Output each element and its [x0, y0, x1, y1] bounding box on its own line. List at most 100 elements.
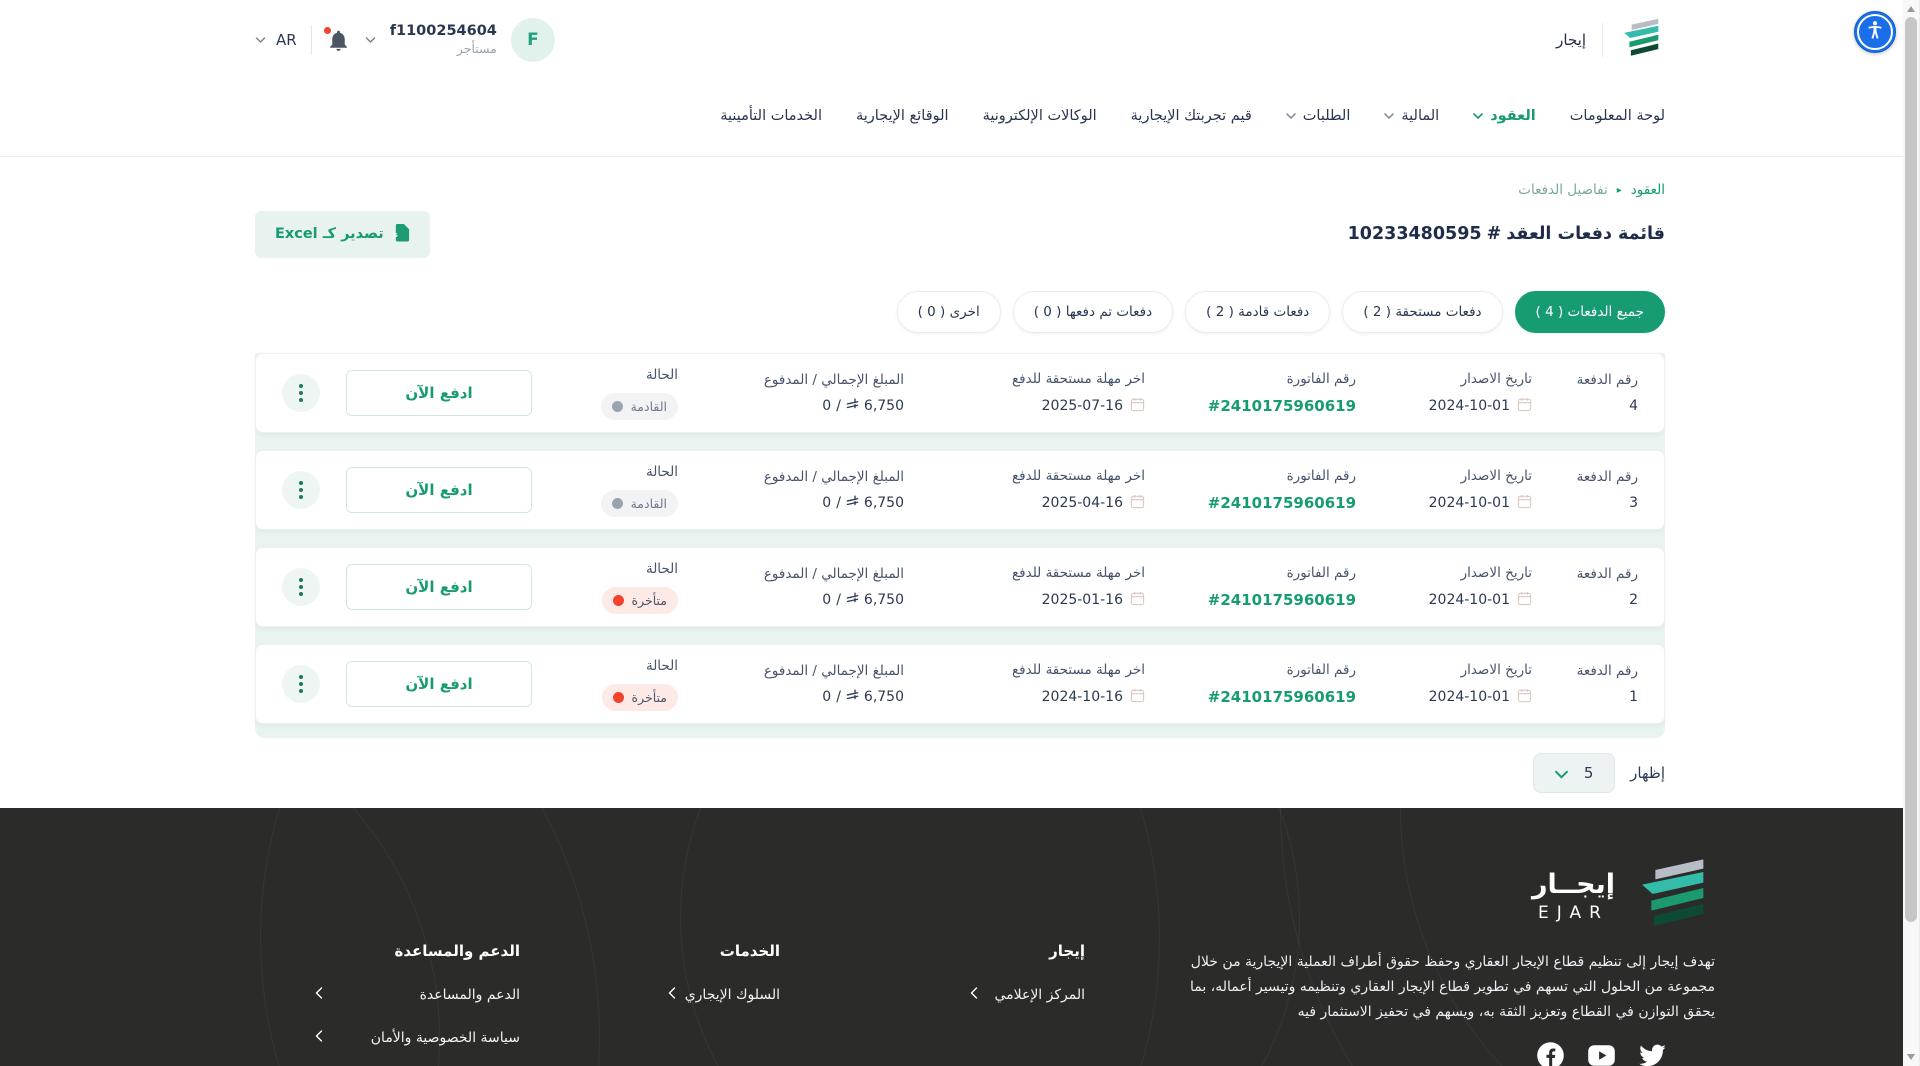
user-id-block[interactable]: f1100254604 مستأجر: [390, 22, 497, 58]
chevron-left-icon: [315, 987, 323, 1003]
scrollbar-down-arrow[interactable]: [1907, 1054, 1915, 1060]
notifications-bell-button[interactable]: [321, 24, 351, 53]
vertical-scrollbar[interactable]: [1903, 0, 1920, 1066]
row-actions-kebab-button[interactable]: [282, 665, 320, 703]
pay-now-button[interactable]: ادفع الآن: [346, 467, 532, 513]
row-actions-kebab-button[interactable]: [282, 374, 320, 412]
calendar-icon: [1130, 494, 1145, 513]
status-badge: القادمة: [600, 489, 678, 517]
payment-row: رقم الدفعة 1 تاريخ الاصدار 2024-10-01 رق…: [255, 644, 1665, 724]
nav-item-dashboard[interactable]: لوحة المعلومات: [1569, 108, 1665, 124]
saudi-riyal-symbol-icon: [846, 591, 859, 609]
chevron-down-icon: [1554, 764, 1568, 783]
nav-item-contracts[interactable]: العقود: [1473, 108, 1536, 124]
invoice-number-link[interactable]: #2410175960619: [1207, 397, 1356, 415]
issue-date-cell: تاريخ الاصدار 2024-10-01: [1428, 467, 1532, 513]
calendar-icon: [1517, 397, 1532, 416]
nav-item-insurance-services[interactable]: الخدمات التأمينية: [720, 108, 822, 124]
row-actions-kebab-button[interactable]: [282, 568, 320, 606]
payments-list: رقم الدفعة 4 تاريخ الاصدار 2024-10-01 رق…: [255, 353, 1665, 738]
social-links: [1160, 1041, 1667, 1066]
filter-due-payments[interactable]: دفعات مستحقة ( 2 ): [1342, 291, 1503, 333]
footer-link-media-center[interactable]: المركز الإعلامي: [970, 987, 1085, 1003]
title-row: قائمة دفعات العقد # 10233480595 XLS تصدي…: [255, 210, 1665, 258]
scrollbar-thumb[interactable]: [1905, 17, 1917, 922]
amount-cell: المبلغ الإجمالي / المدفوع 0 / 6,750: [763, 468, 904, 512]
invoice-number-link[interactable]: #2410175960619: [1207, 494, 1356, 512]
per-page-select[interactable]: 5: [1533, 753, 1616, 793]
issue-date-cell: تاريخ الاصدار 2024-10-01: [1428, 370, 1532, 416]
amount-cell: المبلغ الإجمالي / المدفوع 0 / 6,750: [763, 371, 904, 415]
calendar-icon: [1517, 494, 1532, 513]
status-dot-icon: [611, 400, 623, 412]
twitter-icon[interactable]: [1638, 1041, 1667, 1066]
svg-text:XLS: XLS: [393, 233, 398, 239]
status-cell: الحالة القادمة: [558, 367, 678, 420]
divider: [1602, 23, 1603, 57]
footer-link-privacy-policy[interactable]: سياسة الخصوصية والأمان: [315, 1030, 520, 1046]
pay-now-button[interactable]: ادفع الآن: [346, 564, 532, 610]
status-cell: الحالة متأخرة: [558, 658, 678, 711]
notification-badge: [321, 24, 333, 36]
nav-item-rate-experience[interactable]: قيم تجربتك الإيجارية: [1130, 108, 1252, 124]
youtube-icon[interactable]: [1587, 1041, 1616, 1066]
nav-item-e-agencies[interactable]: الوكالات الإلكترونية: [982, 108, 1097, 124]
chevron-left-icon: [970, 987, 978, 1003]
status-dot-icon: [612, 691, 624, 703]
filter-paid-payments[interactable]: دفعات تم دفعها ( 0 ): [1012, 291, 1174, 333]
invoice-number-link[interactable]: #2410175960619: [1207, 591, 1356, 609]
invoice-number-cell: رقم الفاتورة #2410175960619: [1171, 371, 1356, 415]
language-selector[interactable]: AR: [255, 31, 297, 49]
nav-item-requests[interactable]: الطلبات: [1285, 108, 1350, 124]
excel-file-icon: XLS: [386, 223, 410, 246]
calendar-icon: [1130, 591, 1145, 610]
status-badge: متأخرة: [601, 683, 678, 711]
amount-cell: المبلغ الإجمالي / المدفوع 0 / 6,750: [763, 662, 904, 706]
breadcrumb-contracts-link[interactable]: العقود: [1630, 182, 1665, 198]
deadline-cell: اخر مهلة مستحقة للدفع 2025-04-16: [1011, 467, 1145, 513]
invoice-number-cell: رقم الفاتورة #2410175960619: [1171, 468, 1356, 512]
filter-other-payments[interactable]: اخرى ( 0 ): [896, 291, 1001, 333]
payment-number-cell: رقم الدفعة 2: [1576, 566, 1638, 608]
chevron-left-icon: [315, 1030, 323, 1046]
brand-logo-link[interactable]: إيجار: [1556, 18, 1665, 62]
status-cell: الحالة متأخرة: [558, 561, 678, 614]
calendar-icon: [1130, 397, 1145, 416]
nav-item-rental-incidents[interactable]: الوقائع الإيجارية: [855, 108, 949, 124]
filter-upcoming-payments[interactable]: دفعات قادمة ( 2 ): [1185, 291, 1331, 333]
nav-item-finance[interactable]: المالية: [1384, 108, 1439, 124]
invoice-number-link[interactable]: #2410175960619: [1207, 688, 1356, 706]
row-actions-kebab-button[interactable]: [282, 471, 320, 509]
footer-logo-text: إيجــار EJAR: [1532, 868, 1615, 923]
amount-cell: المبلغ الإجمالي / المدفوع 0 / 6,750: [763, 565, 904, 609]
footer-link-support[interactable]: الدعم والمساعدة: [315, 987, 520, 1003]
status-dot-icon: [611, 497, 623, 509]
user-id: f1100254604: [389, 22, 497, 39]
accessibility-widget-button[interactable]: [1854, 11, 1896, 53]
export-excel-button[interactable]: XLS تصدير كـ Excel: [255, 210, 430, 258]
invoice-number-cell: رقم الفاتورة #2410175960619: [1171, 662, 1356, 706]
pay-now-button[interactable]: ادفع الآن: [346, 661, 532, 707]
bell-icon: [329, 30, 347, 51]
payment-row: رقم الدفعة 3 تاريخ الاصدار 2024-10-01 رق…: [255, 450, 1665, 530]
deadline-cell: اخر مهلة مستحقة للدفع 2025-01-16: [1011, 564, 1145, 610]
status-badge: متأخرة: [601, 586, 678, 614]
language-label: AR: [276, 31, 297, 49]
payment-number-cell: رقم الدفعة 3: [1576, 469, 1638, 511]
pay-now-button[interactable]: ادفع الآن: [346, 370, 532, 416]
chevron-down-icon: [1285, 112, 1296, 120]
footer-ejar-logo[interactable]: إيجــار EJAR: [1160, 858, 1715, 934]
avatar[interactable]: F: [510, 18, 555, 62]
chevron-down-icon[interactable]: [365, 36, 376, 44]
saudi-riyal-symbol-icon: [846, 494, 859, 512]
scrollbar-up-arrow[interactable]: [1907, 6, 1915, 12]
facebook-icon[interactable]: [1536, 1041, 1565, 1066]
divider: [310, 25, 312, 55]
chevron-down-icon: [1473, 112, 1484, 120]
footer-column-ejar: إيجار المركز الإعلامي: [970, 858, 1085, 1030]
footer-link-rental-behavior[interactable]: السلوك الإيجاري: [668, 987, 780, 1003]
issue-date-cell: تاريخ الاصدار 2024-10-01: [1428, 564, 1532, 609]
saudi-riyal-symbol-icon: [846, 688, 859, 706]
filter-all-payments[interactable]: جميع الدفعات ( 4 ): [1514, 291, 1665, 333]
